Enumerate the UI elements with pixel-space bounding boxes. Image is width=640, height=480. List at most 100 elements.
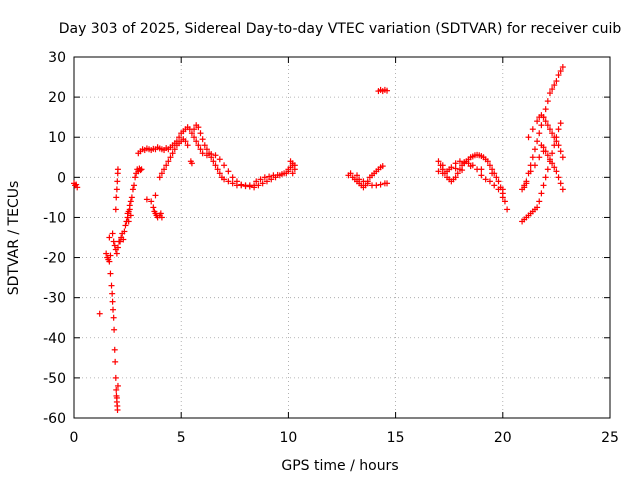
data-point <box>131 182 138 189</box>
y-tick-label: 0 <box>57 170 66 186</box>
data-point <box>525 134 532 141</box>
data-point <box>113 250 120 257</box>
data-point <box>521 184 528 191</box>
data-point <box>255 182 262 189</box>
data-point <box>214 166 221 173</box>
data-point <box>546 156 553 163</box>
data-point <box>557 120 564 127</box>
y-tick-label: -50 <box>43 371 66 387</box>
data-point <box>546 90 553 97</box>
y-tick-label: -10 <box>43 210 66 226</box>
data-point <box>549 86 556 93</box>
data-point <box>111 346 118 353</box>
data-point <box>551 164 558 171</box>
data-point <box>124 210 131 217</box>
data-point <box>354 172 361 179</box>
data-point <box>113 386 120 393</box>
data-point <box>435 158 442 165</box>
data-point <box>544 152 551 159</box>
data-point <box>167 154 174 161</box>
data-point <box>188 130 195 137</box>
data-point <box>187 158 194 165</box>
data-point <box>201 142 208 149</box>
data-point <box>163 162 170 169</box>
data-point <box>559 154 566 161</box>
data-point <box>536 198 543 205</box>
data-point <box>549 160 556 167</box>
data-point <box>540 148 547 155</box>
data-point <box>549 150 556 157</box>
data-point <box>452 160 459 167</box>
data-point <box>152 192 159 199</box>
data-point <box>553 168 560 175</box>
data-point <box>461 159 468 166</box>
y-tick-label: 20 <box>48 90 66 106</box>
data-point <box>112 358 119 365</box>
data-point <box>529 126 536 133</box>
data-point <box>157 210 164 217</box>
data-point <box>121 228 128 235</box>
data-point <box>534 204 541 211</box>
data-point <box>266 173 273 180</box>
data-point <box>486 162 493 169</box>
data-point <box>251 184 258 191</box>
data-point <box>557 148 564 155</box>
data-point <box>148 198 155 205</box>
data-point <box>216 156 223 163</box>
data-point <box>195 124 202 131</box>
data-point <box>191 126 198 133</box>
data-point <box>482 176 489 183</box>
data-point <box>261 174 268 181</box>
data-point <box>557 68 564 75</box>
data-point <box>111 242 118 249</box>
data-point <box>129 186 136 193</box>
data-point <box>384 87 391 94</box>
data-point <box>478 172 485 179</box>
data-point <box>364 180 371 187</box>
chart-title: Day 303 of 2025, Sidereal Day-to-day VTE… <box>59 21 622 37</box>
x-tick-label: 0 <box>70 430 79 446</box>
data-point <box>551 134 558 141</box>
data-point <box>158 214 165 221</box>
data-point <box>109 230 116 237</box>
data-point <box>203 152 210 159</box>
grid-lines <box>74 57 610 418</box>
data-point <box>113 186 120 193</box>
data-point <box>132 174 139 181</box>
data-point <box>542 118 549 125</box>
data-point <box>150 204 157 211</box>
data-point <box>127 212 134 219</box>
data-point <box>546 126 553 133</box>
data-point <box>257 176 264 183</box>
data-point <box>128 194 135 201</box>
data-point <box>221 176 228 183</box>
data-point <box>259 180 266 187</box>
data-point <box>212 162 219 169</box>
data-point <box>229 180 236 187</box>
data-point <box>120 236 127 243</box>
data-point <box>289 170 296 177</box>
data-point <box>203 146 210 153</box>
data-point <box>113 194 120 201</box>
data-point <box>126 206 133 213</box>
data-point <box>114 382 121 389</box>
data-point <box>495 178 502 185</box>
y-tick-label: -20 <box>43 251 66 267</box>
data-point <box>527 168 534 175</box>
data-point <box>283 170 290 177</box>
data-point <box>156 174 163 181</box>
data-point <box>544 98 551 105</box>
data-point <box>544 122 551 129</box>
data-point <box>103 250 110 257</box>
data-point <box>122 222 129 229</box>
data-point <box>486 178 493 185</box>
data-point <box>111 326 118 333</box>
data-point <box>377 181 384 188</box>
data-point <box>491 182 498 189</box>
data-point <box>499 194 506 201</box>
data-point <box>379 163 386 170</box>
data-point <box>137 167 144 174</box>
data-point <box>114 244 121 251</box>
data-point <box>551 82 558 89</box>
data-point <box>127 198 134 205</box>
